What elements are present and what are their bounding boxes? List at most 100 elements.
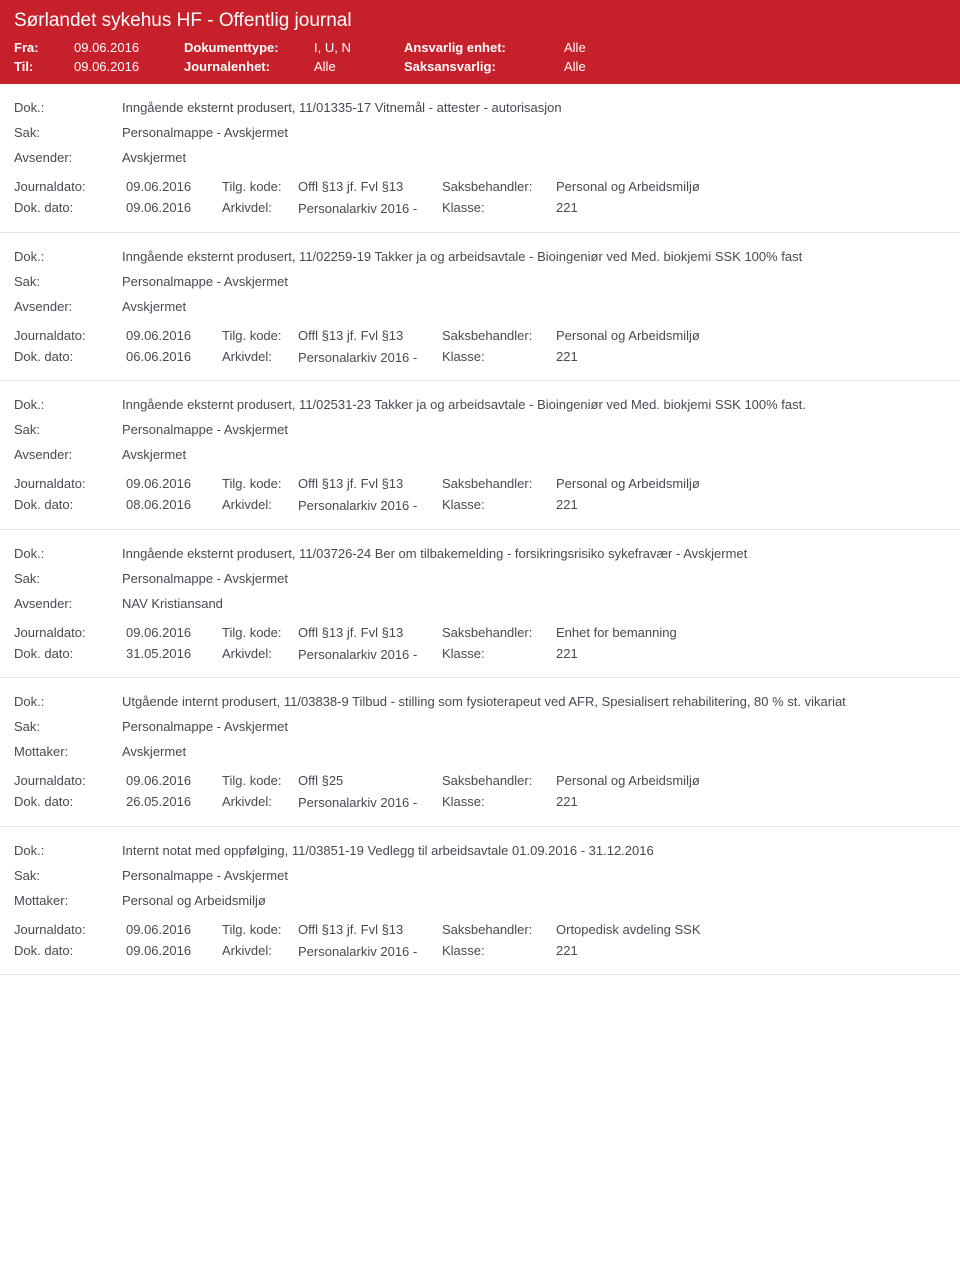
entry-header: Dok.:Inngående eksternt produsert, 11/03… [14,546,946,611]
klasse-label: Klasse: [442,497,552,512]
entry-header: Dok.:Internt notat med oppfølging, 11/03… [14,843,946,908]
dok-label: Dok.: [14,100,122,115]
klasse-label: Klasse: [442,794,552,809]
dok-value: Inngående eksternt produsert, 11/01335-1… [122,100,946,115]
klasse-value: 221 [556,200,946,215]
saksbehandler-value: Personal og Arbeidsmiljø [556,328,946,343]
arkivdel-label: Arkivdel: [222,497,294,512]
sak-label: Sak: [14,719,122,734]
arkivdel-label: Arkivdel: [222,349,294,364]
dokdato-value: 06.06.2016 [126,349,218,364]
sak-value: Personalmappe - Avskjermet [122,868,946,883]
dok-value: Internt notat med oppfølging, 11/03851-1… [122,843,946,858]
arkivdel-value: Personalarkiv 2016 - [298,497,438,515]
journaldato-label: Journaldato: [14,773,122,788]
klasse-value: 221 [556,497,946,512]
journal-entry: Dok.:Internt notat med oppfølging, 11/03… [0,827,960,976]
party-label: Avsender: [14,150,122,165]
journaldato-value: 09.06.2016 [126,922,218,937]
sak-value: Personalmappe - Avskjermet [122,719,946,734]
fra-label: Fra: [14,40,74,55]
dok-value: Utgående internt produsert, 11/03838-9 T… [122,694,946,709]
dokdato-value: 09.06.2016 [126,200,218,215]
sak-value: Personalmappe - Avskjermet [122,274,946,289]
arkivdel-value: Personalarkiv 2016 - [298,646,438,664]
journalenhet-label: Journalenhet: [184,59,314,74]
tilgkode-value: Offl §13 jf. Fvl §13 [298,328,438,343]
sak-value: Personalmappe - Avskjermet [122,571,946,586]
journal-entry: Dok.:Inngående eksternt produsert, 11/01… [0,84,960,233]
dok-value: Inngående eksternt produsert, 11/02259-1… [122,249,946,264]
journaldato-label: Journaldato: [14,179,122,194]
arkivdel-label: Arkivdel: [222,646,294,661]
page-title: Sørlandet sykehus HF - Offentlig journal [14,10,946,32]
dok-label: Dok.: [14,397,122,412]
dokdato-value: 08.06.2016 [126,497,218,512]
tilgkode-label: Tilg. kode: [222,773,294,788]
party-label: Mottaker: [14,744,122,759]
saksbehandler-label: Saksbehandler: [442,773,552,788]
journaldato-value: 09.06.2016 [126,773,218,788]
ansvarlig-label: Ansvarlig enhet: [404,40,564,55]
arkivdel-label: Arkivdel: [222,200,294,215]
arkivdel-label: Arkivdel: [222,943,294,958]
entry-header: Dok.:Inngående eksternt produsert, 11/01… [14,100,946,165]
tilgkode-label: Tilg. kode: [222,922,294,937]
saksbehandler-label: Saksbehandler: [442,922,552,937]
dok-label: Dok.: [14,249,122,264]
journaldato-label: Journaldato: [14,328,122,343]
ansvarlig-value: Alle [564,40,674,55]
entry-header: Dok.:Inngående eksternt produsert, 11/02… [14,249,946,314]
dokdato-label: Dok. dato: [14,200,122,215]
saksbehandler-label: Saksbehandler: [442,328,552,343]
til-value: 09.06.2016 [74,59,184,74]
dokdato-label: Dok. dato: [14,794,122,809]
arkivdel-value: Personalarkiv 2016 - [298,943,438,961]
klasse-value: 221 [556,646,946,661]
dokdato-value: 31.05.2016 [126,646,218,661]
journaldato-label: Journaldato: [14,625,122,640]
tilgkode-label: Tilg. kode: [222,625,294,640]
journaldato-value: 09.06.2016 [126,328,218,343]
party-value: NAV Kristiansand [122,596,946,611]
party-value: Personal og Arbeidsmiljø [122,893,946,908]
dok-value: Inngående eksternt produsert, 11/02531-2… [122,397,946,412]
tilgkode-label: Tilg. kode: [222,179,294,194]
entries-list: Dok.:Inngående eksternt produsert, 11/01… [0,84,960,975]
dok-value: Inngående eksternt produsert, 11/03726-2… [122,546,946,561]
header-meta-grid: Fra: 09.06.2016 Dokumenttype: I, U, N An… [14,40,946,80]
saksbehandler-label: Saksbehandler: [442,625,552,640]
journaldato-label: Journaldato: [14,476,122,491]
journaldato-value: 09.06.2016 [126,625,218,640]
sak-label: Sak: [14,571,122,586]
dokdato-label: Dok. dato: [14,943,122,958]
saksansvarlig-label: Saksansvarlig: [404,59,564,74]
klasse-label: Klasse: [442,200,552,215]
entry-details: Journaldato: 09.06.2016 Tilg. kode: Offl §1… [14,625,946,664]
entry-header: Dok.:Utgående internt produsert, 11/0383… [14,694,946,759]
journal-entry: Dok.:Inngående eksternt produsert, 11/03… [0,530,960,679]
journal-entry: Dok.:Inngående eksternt produsert, 11/02… [0,381,960,530]
dokdato-label: Dok. dato: [14,497,122,512]
saksbehandler-value: Personal og Arbeidsmiljø [556,476,946,491]
dok-label: Dok.: [14,694,122,709]
party-value: Avskjermet [122,744,946,759]
sak-label: Sak: [14,125,122,140]
entry-header: Dok.:Inngående eksternt produsert, 11/02… [14,397,946,462]
party-value: Avskjermet [122,299,946,314]
dokdato-value: 26.05.2016 [126,794,218,809]
sak-value: Personalmappe - Avskjermet [122,422,946,437]
saksbehandler-label: Saksbehandler: [442,179,552,194]
sak-value: Personalmappe - Avskjermet [122,125,946,140]
tilgkode-label: Tilg. kode: [222,476,294,491]
entry-details: Journaldato:09.06.2016Tilg. kode:Offl §1… [14,179,946,218]
entry-details: Journaldato:09.06.2016Tilg. kode:Offl §1… [14,922,946,961]
arkivdel-value: Personalarkiv 2016 - [298,200,438,218]
tilgkode-label: Tilg. kode: [222,328,294,343]
journaldato-value: 09.06.2016 [126,179,218,194]
sak-label: Sak: [14,868,122,883]
saksbehandler-value: Ortopedisk avdeling SSK [556,922,946,937]
party-label: Avsender: [14,299,122,314]
tilgkode-value: Offl §13 jf. Fvl §13 [298,625,438,640]
tilgkode-value: Offl §13 jf. Fvl §13 [298,922,438,937]
